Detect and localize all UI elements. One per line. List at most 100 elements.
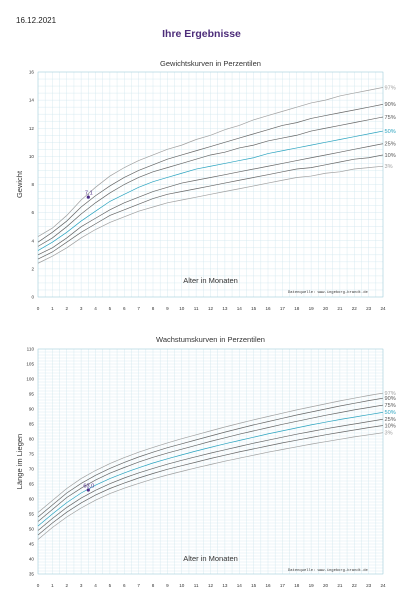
length-y-tick-label: 75 bbox=[29, 452, 35, 457]
weight-percentile-curve-10 bbox=[37, 154, 384, 260]
length-x-tick-label: 20 bbox=[323, 583, 329, 588]
weight-percentile-label: 50% bbox=[385, 129, 396, 135]
length-percentile-curve-10 bbox=[37, 425, 384, 536]
weight-x-tick-label: 24 bbox=[380, 306, 386, 311]
weight-data-source: Datenquelle: www.ingeborg-brandt.de bbox=[288, 290, 368, 295]
weight-percentile-label: 3% bbox=[385, 164, 393, 170]
report-date: 16.12.2021 bbox=[16, 16, 57, 25]
length-x-tick-label: 14 bbox=[237, 583, 243, 588]
length-percentile-label: 97% bbox=[385, 391, 396, 397]
length-percentile-label: 90% bbox=[385, 396, 396, 402]
length-x-tick-label: 13 bbox=[222, 583, 228, 588]
weight-x-tick-label: 20 bbox=[323, 306, 329, 311]
page-title: Ihre Ergebnisse bbox=[162, 28, 241, 40]
weight-x-tick-label: 22 bbox=[352, 306, 358, 311]
length-x-tick-label: 2 bbox=[65, 583, 68, 588]
length-x-tick-label: 7 bbox=[137, 583, 140, 588]
weight-x-tick-label: 13 bbox=[222, 306, 228, 311]
length-data-source: Datenquelle: www.ingeborg-brandt.de bbox=[288, 568, 368, 573]
weight-percentile-curve-75 bbox=[37, 116, 384, 247]
weight-y-tick-label: 0 bbox=[31, 295, 34, 300]
length-x-tick-label: 23 bbox=[366, 583, 372, 588]
weight-x-tick-label: 19 bbox=[309, 306, 315, 311]
length-y-tick-label: 35 bbox=[29, 572, 35, 577]
length-percentile-label: 75% bbox=[385, 403, 396, 409]
length-x-tick-label: 5 bbox=[109, 583, 112, 588]
weight-percentile-label: 90% bbox=[385, 102, 396, 108]
weight-percentile-label: 75% bbox=[385, 115, 396, 121]
length-x-tick-label: 11 bbox=[194, 583, 199, 588]
length-x-tick-label: 8 bbox=[152, 583, 155, 588]
length-x-tick-label: 0 bbox=[37, 583, 40, 588]
weight-y-tick-label: 16 bbox=[29, 70, 35, 75]
length-x-tick-label: 9 bbox=[166, 583, 169, 588]
length-chart-title: Wachstumskurven in Perzentilen bbox=[156, 335, 265, 344]
length-percentile-curve-25 bbox=[37, 418, 384, 531]
length-percentile-label: 25% bbox=[385, 417, 396, 423]
length-x-tick-label: 4 bbox=[94, 583, 97, 588]
length-x-tick-label: 24 bbox=[380, 583, 386, 588]
length-x-tick-label: 12 bbox=[208, 583, 214, 588]
weight-x-tick-label: 0 bbox=[37, 306, 40, 311]
length-y-tick-label: 65 bbox=[29, 482, 35, 487]
weight-x-axis-label: Alter in Monaten bbox=[183, 276, 238, 285]
length-x-tick-label: 6 bbox=[123, 583, 126, 588]
length-y-tick-label: 55 bbox=[29, 512, 35, 517]
length-measurement-point bbox=[86, 488, 90, 492]
weight-x-tick-label: 21 bbox=[337, 306, 343, 311]
weight-x-tick-label: 11 bbox=[194, 306, 199, 311]
length-percentile-curve-3 bbox=[37, 432, 384, 540]
length-y-tick-label: 50 bbox=[29, 527, 35, 532]
weight-x-tick-label: 8 bbox=[152, 306, 155, 311]
weight-x-tick-label: 15 bbox=[251, 306, 257, 311]
weight-x-tick-label: 17 bbox=[280, 306, 286, 311]
length-percentile-label: 10% bbox=[385, 423, 396, 429]
length-y-tick-label: 100 bbox=[26, 377, 34, 382]
length-percentile-label: 50% bbox=[385, 410, 396, 416]
weight-x-tick-label: 10 bbox=[179, 306, 185, 311]
length-y-tick-label: 110 bbox=[27, 347, 35, 352]
length-y-tick-label: 95 bbox=[29, 392, 35, 397]
weight-x-tick-label: 2 bbox=[65, 306, 68, 311]
length-percentile-curve-90 bbox=[37, 397, 384, 518]
length-y-tick-label: 90 bbox=[29, 407, 35, 412]
length-x-tick-label: 18 bbox=[294, 583, 300, 588]
length-y-axis-label: Länge im Liegen bbox=[15, 434, 24, 489]
weight-x-tick-label: 4 bbox=[94, 306, 97, 311]
weight-measurement-label: 7,1 bbox=[85, 191, 93, 197]
weight-y-tick-label: 14 bbox=[29, 98, 35, 103]
weight-x-tick-label: 5 bbox=[109, 306, 112, 311]
length-x-tick-label: 22 bbox=[352, 583, 358, 588]
length-plot-frame bbox=[37, 348, 384, 575]
length-y-tick-label: 85 bbox=[29, 422, 35, 427]
length-x-tick-label: 21 bbox=[337, 583, 343, 588]
length-measurement-label: 63,0 bbox=[83, 483, 94, 489]
length-y-tick-label: 45 bbox=[29, 542, 35, 547]
length-y-tick-label: 40 bbox=[29, 557, 35, 562]
weight-x-tick-label: 6 bbox=[123, 306, 126, 311]
weight-y-tick-label: 2 bbox=[31, 266, 34, 271]
weight-x-tick-label: 14 bbox=[237, 306, 243, 311]
weight-x-tick-label: 23 bbox=[366, 306, 372, 311]
length-percentile-curve-97 bbox=[37, 392, 384, 513]
length-y-tick-label: 105 bbox=[26, 362, 34, 367]
length-y-tick-label: 60 bbox=[29, 497, 35, 502]
length-x-tick-label: 16 bbox=[265, 583, 271, 588]
length-percentile-curve-75 bbox=[37, 404, 384, 522]
weight-percentile-curve-25 bbox=[37, 143, 384, 256]
weight-y-axis-label: Gewicht bbox=[15, 170, 24, 198]
weight-x-tick-label: 1 bbox=[51, 306, 54, 311]
weight-x-tick-label: 9 bbox=[166, 306, 169, 311]
length-x-tick-label: 19 bbox=[309, 583, 315, 588]
weight-percentile-label: 97% bbox=[385, 85, 396, 91]
weight-x-tick-label: 18 bbox=[294, 306, 300, 311]
length-x-axis-label: Alter in Monaten bbox=[183, 554, 238, 563]
weight-x-tick-label: 3 bbox=[80, 306, 83, 311]
length-x-tick-label: 1 bbox=[51, 583, 54, 588]
weight-y-tick-label: 6 bbox=[31, 210, 34, 215]
length-x-tick-label: 10 bbox=[179, 583, 185, 588]
length-y-tick-label: 70 bbox=[29, 467, 35, 472]
weight-percentile-curve-90 bbox=[37, 103, 384, 243]
length-x-tick-label: 3 bbox=[80, 583, 83, 588]
